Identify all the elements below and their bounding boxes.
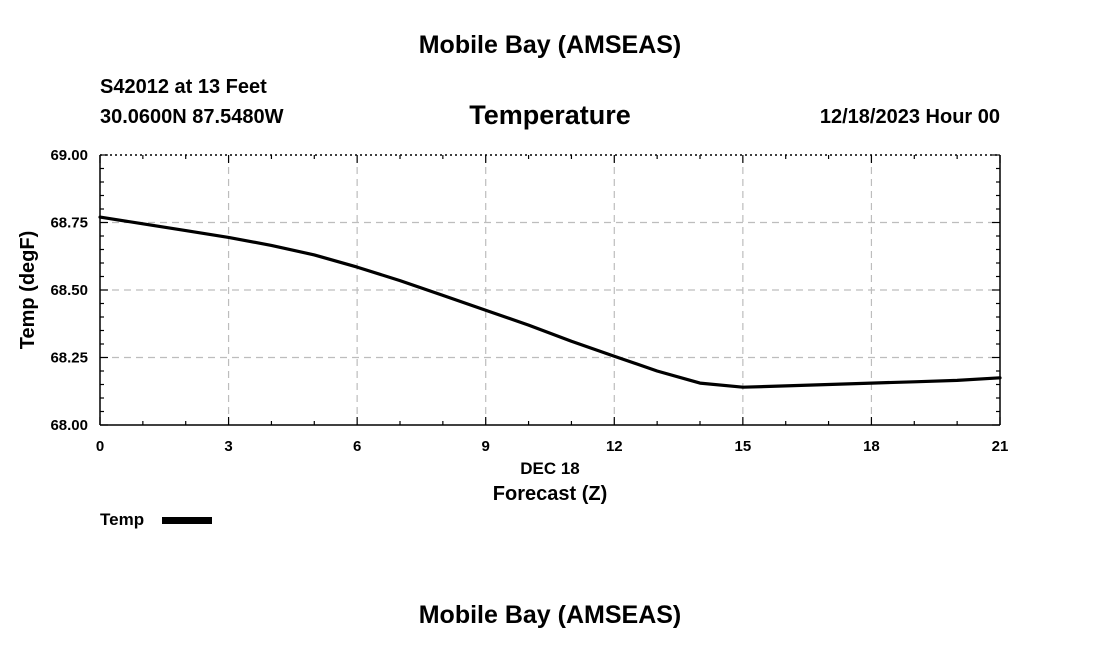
- x-tick-label: 0: [96, 438, 104, 455]
- x-axis-sublabel: DEC 18: [520, 459, 580, 478]
- variable-title: Temperature: [469, 100, 631, 130]
- x-tick-label: 18: [863, 438, 880, 455]
- y-tick-label: 68.75: [50, 215, 88, 232]
- footer-title: Mobile Bay (AMSEAS): [418, 601, 682, 629]
- y-tick-label: 68.00: [50, 417, 88, 434]
- x-tick-label: 15: [735, 438, 752, 455]
- temp-series-line: [98, 215, 1002, 389]
- x-axis-label: Forecast (Z): [493, 483, 607, 505]
- x-tick-label: 21: [992, 438, 1009, 455]
- y-tick-label: 68.50: [50, 282, 88, 299]
- x-tick-label: 9: [482, 438, 490, 455]
- y-tick-label: 68.25: [50, 350, 88, 367]
- x-tick-label: 3: [224, 438, 232, 455]
- coordinates-label: 30.0600N 87.5480W: [100, 106, 284, 128]
- y-axis-label: Temp (degF): [17, 231, 39, 350]
- x-tick-label: 6: [353, 438, 361, 455]
- forecast-datetime: 12/18/2023 Hour 00: [819, 106, 1000, 128]
- station-label: S42012 at 13 Feet: [100, 76, 267, 98]
- y-tick-label: 69.00: [50, 147, 88, 164]
- page-title: Mobile Bay (AMSEAS): [418, 31, 682, 59]
- legend-label: Temp: [100, 510, 144, 529]
- legend-swatch: [162, 517, 212, 524]
- x-tick-label: 12: [606, 438, 623, 455]
